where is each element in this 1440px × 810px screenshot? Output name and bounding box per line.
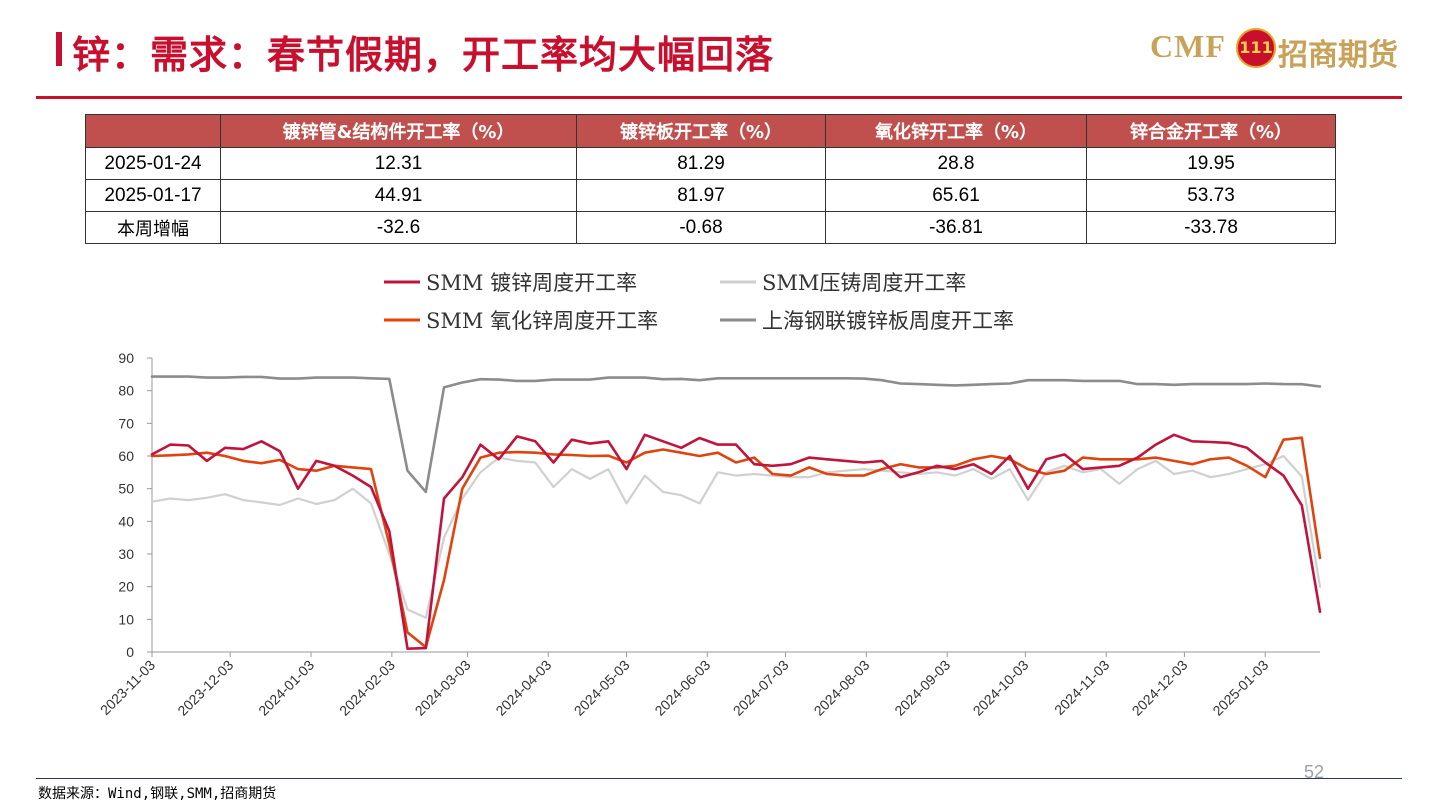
y-tick-label: 30 — [118, 546, 134, 562]
y-tick-label: 90 — [118, 350, 134, 366]
table-cell: -32.6 — [220, 211, 577, 244]
series-line-2 — [150, 436, 1322, 649]
footer-divider — [36, 778, 1402, 779]
table-cell: 19.95 — [1086, 147, 1336, 180]
y-tick-label: 20 — [118, 579, 134, 595]
page-title: 锌：需求：春节假期，开工率均大幅回落 — [72, 33, 775, 77]
x-tick-label: 2024-09-03 — [891, 657, 953, 719]
utilization-table: 镀锌管&结构件开工率（%） 镀锌板开工率（%） 氧化锌开工率（%） 锌合金开工率… — [85, 114, 1336, 244]
legend-label: SMM压铸周度开工率 — [762, 271, 966, 295]
y-tick-label: 10 — [118, 611, 134, 627]
legend-label: SMM 镀锌周度开工率 — [426, 271, 637, 295]
x-tick-label: 2023-11-03 — [97, 657, 158, 718]
legend-label: 上海钢联镀锌板周度开工率 — [762, 309, 1014, 333]
table-header-cell: 镀锌板开工率（%） — [576, 114, 826, 148]
series-line-3 — [150, 375, 1322, 494]
table-cell: -36.81 — [825, 211, 1087, 244]
table-cell: 81.97 — [576, 179, 826, 212]
y-tick-label: 60 — [118, 448, 134, 464]
table-cell: 44.91 — [220, 179, 577, 212]
logo-company-name: 招商期货 — [1278, 38, 1398, 73]
table-row: 2025-01-24 12.31 81.29 28.8 19.95 — [85, 147, 1336, 180]
x-tick-label: 2024-12-03 — [1129, 657, 1191, 719]
x-tick-label: 2024-04-03 — [492, 657, 554, 719]
table-cell: 12.31 — [220, 147, 577, 180]
table-row: 本周增幅 -32.6 -0.68 -36.81 -33.78 — [85, 211, 1336, 244]
company-logo: CMF 111 招商期货 — [1150, 26, 1400, 73]
header-divider — [36, 96, 1402, 99]
title-accent-bar — [56, 32, 62, 66]
x-tick-label: 2024-11-03 — [1051, 657, 1112, 718]
table-cell: 53.73 — [1086, 179, 1336, 212]
x-tick-label: 2024-01-03 — [255, 657, 317, 719]
x-tick-label: 2023-12-03 — [174, 657, 236, 719]
legend-label: SMM 氧化锌周度开工率 — [426, 309, 658, 333]
table-header-row: 镀锌管&结构件开工率（%） 镀锌板开工率（%） 氧化锌开工率（%） 锌合金开工率… — [85, 114, 1336, 148]
data-source-note: 数据来源：Wind,钢联,SMM,招商期货 — [38, 786, 277, 802]
y-tick-label: 0 — [126, 644, 134, 660]
chart-axes: 0 10 20 30 40 50 60 70 80 90 2023-11-03 2023-12-03 2… — [97, 350, 1320, 719]
y-tick-label: 40 — [118, 513, 134, 529]
table-cell: 65.61 — [825, 179, 1087, 212]
table-header-cell: 锌合金开工率（%） — [1086, 114, 1336, 148]
table-row-label: 2025-01-17 — [85, 179, 221, 212]
x-tick-label: 2025-01-03 — [1209, 657, 1271, 719]
x-tick-label: 2024-06-03 — [651, 657, 713, 719]
utilization-line-chart: SMM 镀锌周度开工率 SMM压铸周度开工率 SMM 氧化锌周度开工率 上海钢联镀锌板… — [97, 271, 1322, 719]
x-tick-label: 2024-03-03 — [412, 657, 474, 719]
table-header-cell: 镀锌管&结构件开工率（%） — [220, 114, 577, 148]
table-header-cell: 氧化锌开工率（%） — [825, 114, 1087, 148]
table-cell: -0.68 — [576, 211, 826, 244]
chart-legend: SMM 镀锌周度开工率 SMM压铸周度开工率 SMM 氧化锌周度开工率 上海钢联镀锌板… — [384, 271, 1014, 333]
table-row: 2025-01-17 44.91 81.97 65.61 53.73 — [85, 179, 1336, 212]
y-tick-label: 50 — [118, 481, 134, 497]
table-row-label: 本周增幅 — [85, 211, 221, 244]
x-tick-label: 2024-08-03 — [811, 657, 873, 719]
logo-emblem-icon: 111 — [1236, 28, 1276, 68]
x-tick-label: 2024-10-03 — [970, 657, 1032, 719]
table-cell: 81.29 — [576, 147, 826, 180]
page-number: 52 — [1304, 762, 1325, 782]
series-line-0 — [150, 433, 1322, 651]
y-tick-label: 70 — [118, 415, 134, 431]
series-line-1 — [150, 454, 1322, 619]
x-tick-label: 2024-05-03 — [571, 657, 633, 719]
table-cell: -33.78 — [1086, 211, 1336, 244]
x-tick-label: 2024-02-03 — [336, 657, 398, 719]
table-row-label: 2025-01-24 — [85, 147, 221, 180]
chart-series — [150, 375, 1322, 651]
table-header-cell — [85, 114, 221, 148]
logo-cmf-text: CMF — [1150, 28, 1226, 64]
x-tick-label: 2024-07-03 — [730, 657, 792, 719]
y-tick-label: 80 — [118, 383, 134, 399]
table-cell: 28.8 — [825, 147, 1087, 180]
